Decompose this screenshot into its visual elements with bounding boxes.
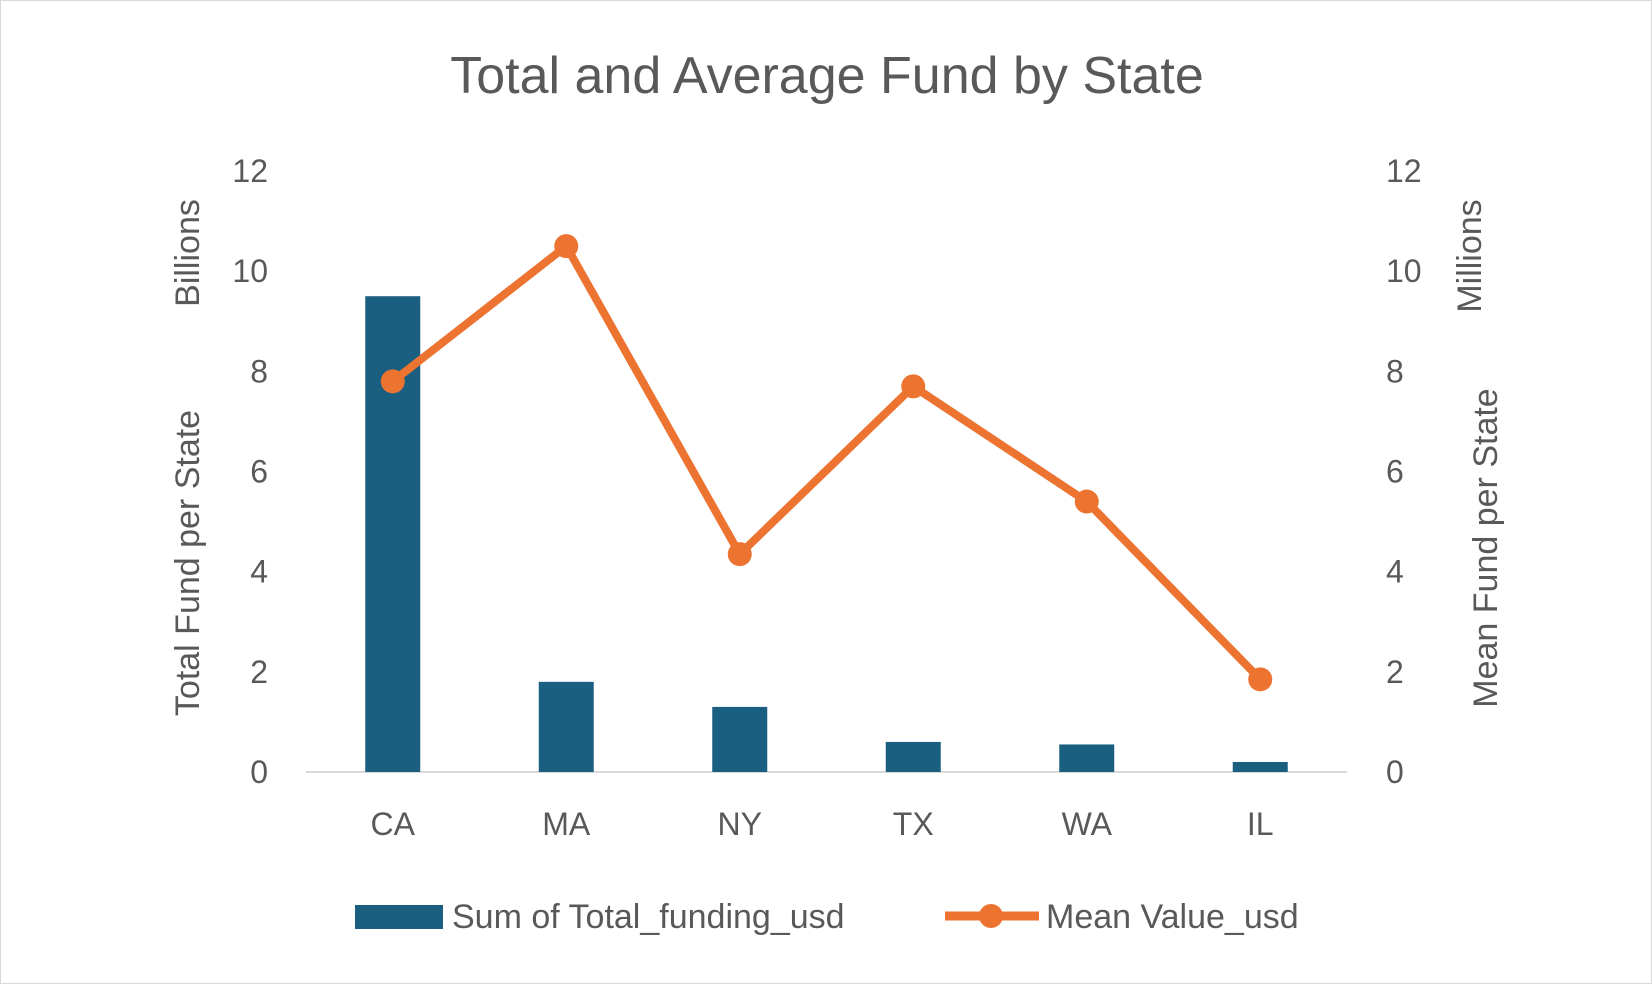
left-tick-label: 0 [250,754,268,790]
right-axis-title: Mean Fund per State [1467,388,1505,707]
bar-wa [1059,744,1115,772]
legend-bar-label: Sum of Total_funding_usd [452,898,845,936]
legend-line-label: Mean Value_usd [1046,898,1299,936]
legend: Sum of Total_funding_usd Mean Value_usd [355,898,1299,936]
x-axis-tick-labels: CA MA NY TX WA IL [371,806,1274,842]
x-tick-label-wa: WA [1062,806,1113,842]
legend-bar-swatch [355,905,443,929]
line-point-il [1248,667,1273,692]
x-tick-label-il: IL [1247,806,1274,842]
right-axis-unit: Millions [1451,199,1489,312]
left-axis-title: Total Fund per State [169,410,207,716]
legend-line-marker [979,904,1003,928]
right-tick-label: 8 [1386,353,1404,389]
x-tick-label-ma: MA [542,806,591,842]
left-tick-label: 12 [232,153,268,189]
bar-il [1232,761,1288,772]
left-tick-label: 6 [250,454,268,490]
left-tick-label: 4 [250,554,268,590]
line-point-ny [727,542,752,567]
line-point-wa [1074,489,1099,514]
mean-value-line [388,242,1265,684]
bar-series [365,296,1288,772]
line-point-tx [901,374,926,399]
line-point-ma [554,234,579,259]
right-tick-label: 6 [1386,454,1404,490]
right-axis-ticks: 0 2 4 6 8 10 12 [1386,153,1422,790]
chart-title: Total and Average Fund by State [450,47,1204,105]
bar-ny [712,706,768,772]
line-point-ca [380,369,405,394]
right-tick-label: 2 [1386,654,1404,690]
x-tick-label-tx: TX [893,806,934,842]
right-tick-label: 12 [1386,153,1422,189]
left-axis-unit: Billions [169,199,207,307]
left-tick-label: 10 [232,253,268,289]
line-series [380,234,1273,692]
x-tick-label-ca: CA [371,806,416,842]
right-tick-label: 0 [1386,754,1404,790]
left-tick-label: 8 [250,353,268,389]
x-tick-label-ny: NY [718,806,762,842]
bar-tx [885,741,941,772]
left-axis-ticks: 0 2 4 6 8 10 12 [232,153,268,790]
bar-ma [538,681,594,772]
right-tick-label: 10 [1386,253,1422,289]
right-tick-label: 4 [1386,554,1404,590]
left-tick-label: 2 [250,654,268,690]
